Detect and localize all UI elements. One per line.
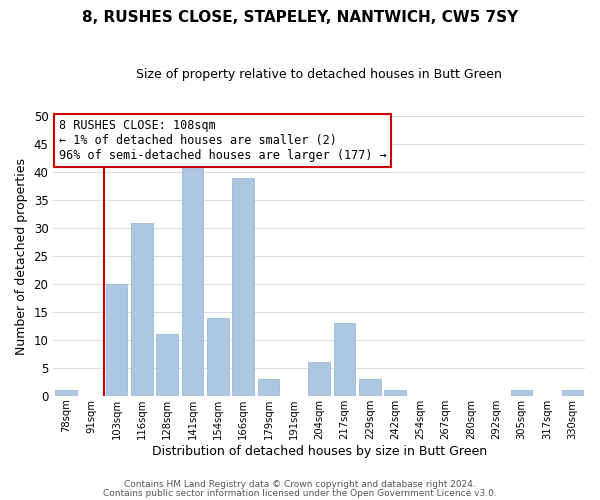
Bar: [308, 362, 330, 396]
X-axis label: Distribution of detached houses by size in Butt Green: Distribution of detached houses by size …: [152, 444, 487, 458]
Bar: [55, 390, 77, 396]
Bar: [511, 390, 532, 396]
Bar: [207, 318, 229, 396]
Bar: [232, 178, 254, 396]
Bar: [359, 379, 380, 396]
Bar: [182, 166, 203, 396]
Bar: [385, 390, 406, 396]
Bar: [157, 334, 178, 396]
Title: Size of property relative to detached houses in Butt Green: Size of property relative to detached ho…: [136, 68, 502, 80]
Y-axis label: Number of detached properties: Number of detached properties: [15, 158, 28, 354]
Bar: [131, 222, 152, 396]
Text: Contains public sector information licensed under the Open Government Licence v3: Contains public sector information licen…: [103, 490, 497, 498]
Bar: [562, 390, 583, 396]
Bar: [106, 284, 127, 396]
Bar: [258, 379, 279, 396]
Text: Contains HM Land Registry data © Crown copyright and database right 2024.: Contains HM Land Registry data © Crown c…: [124, 480, 476, 489]
Text: 8 RUSHES CLOSE: 108sqm
← 1% of detached houses are smaller (2)
96% of semi-detac: 8 RUSHES CLOSE: 108sqm ← 1% of detached …: [59, 119, 386, 162]
Text: 8, RUSHES CLOSE, STAPELEY, NANTWICH, CW5 7SY: 8, RUSHES CLOSE, STAPELEY, NANTWICH, CW5…: [82, 10, 518, 25]
Bar: [334, 323, 355, 396]
